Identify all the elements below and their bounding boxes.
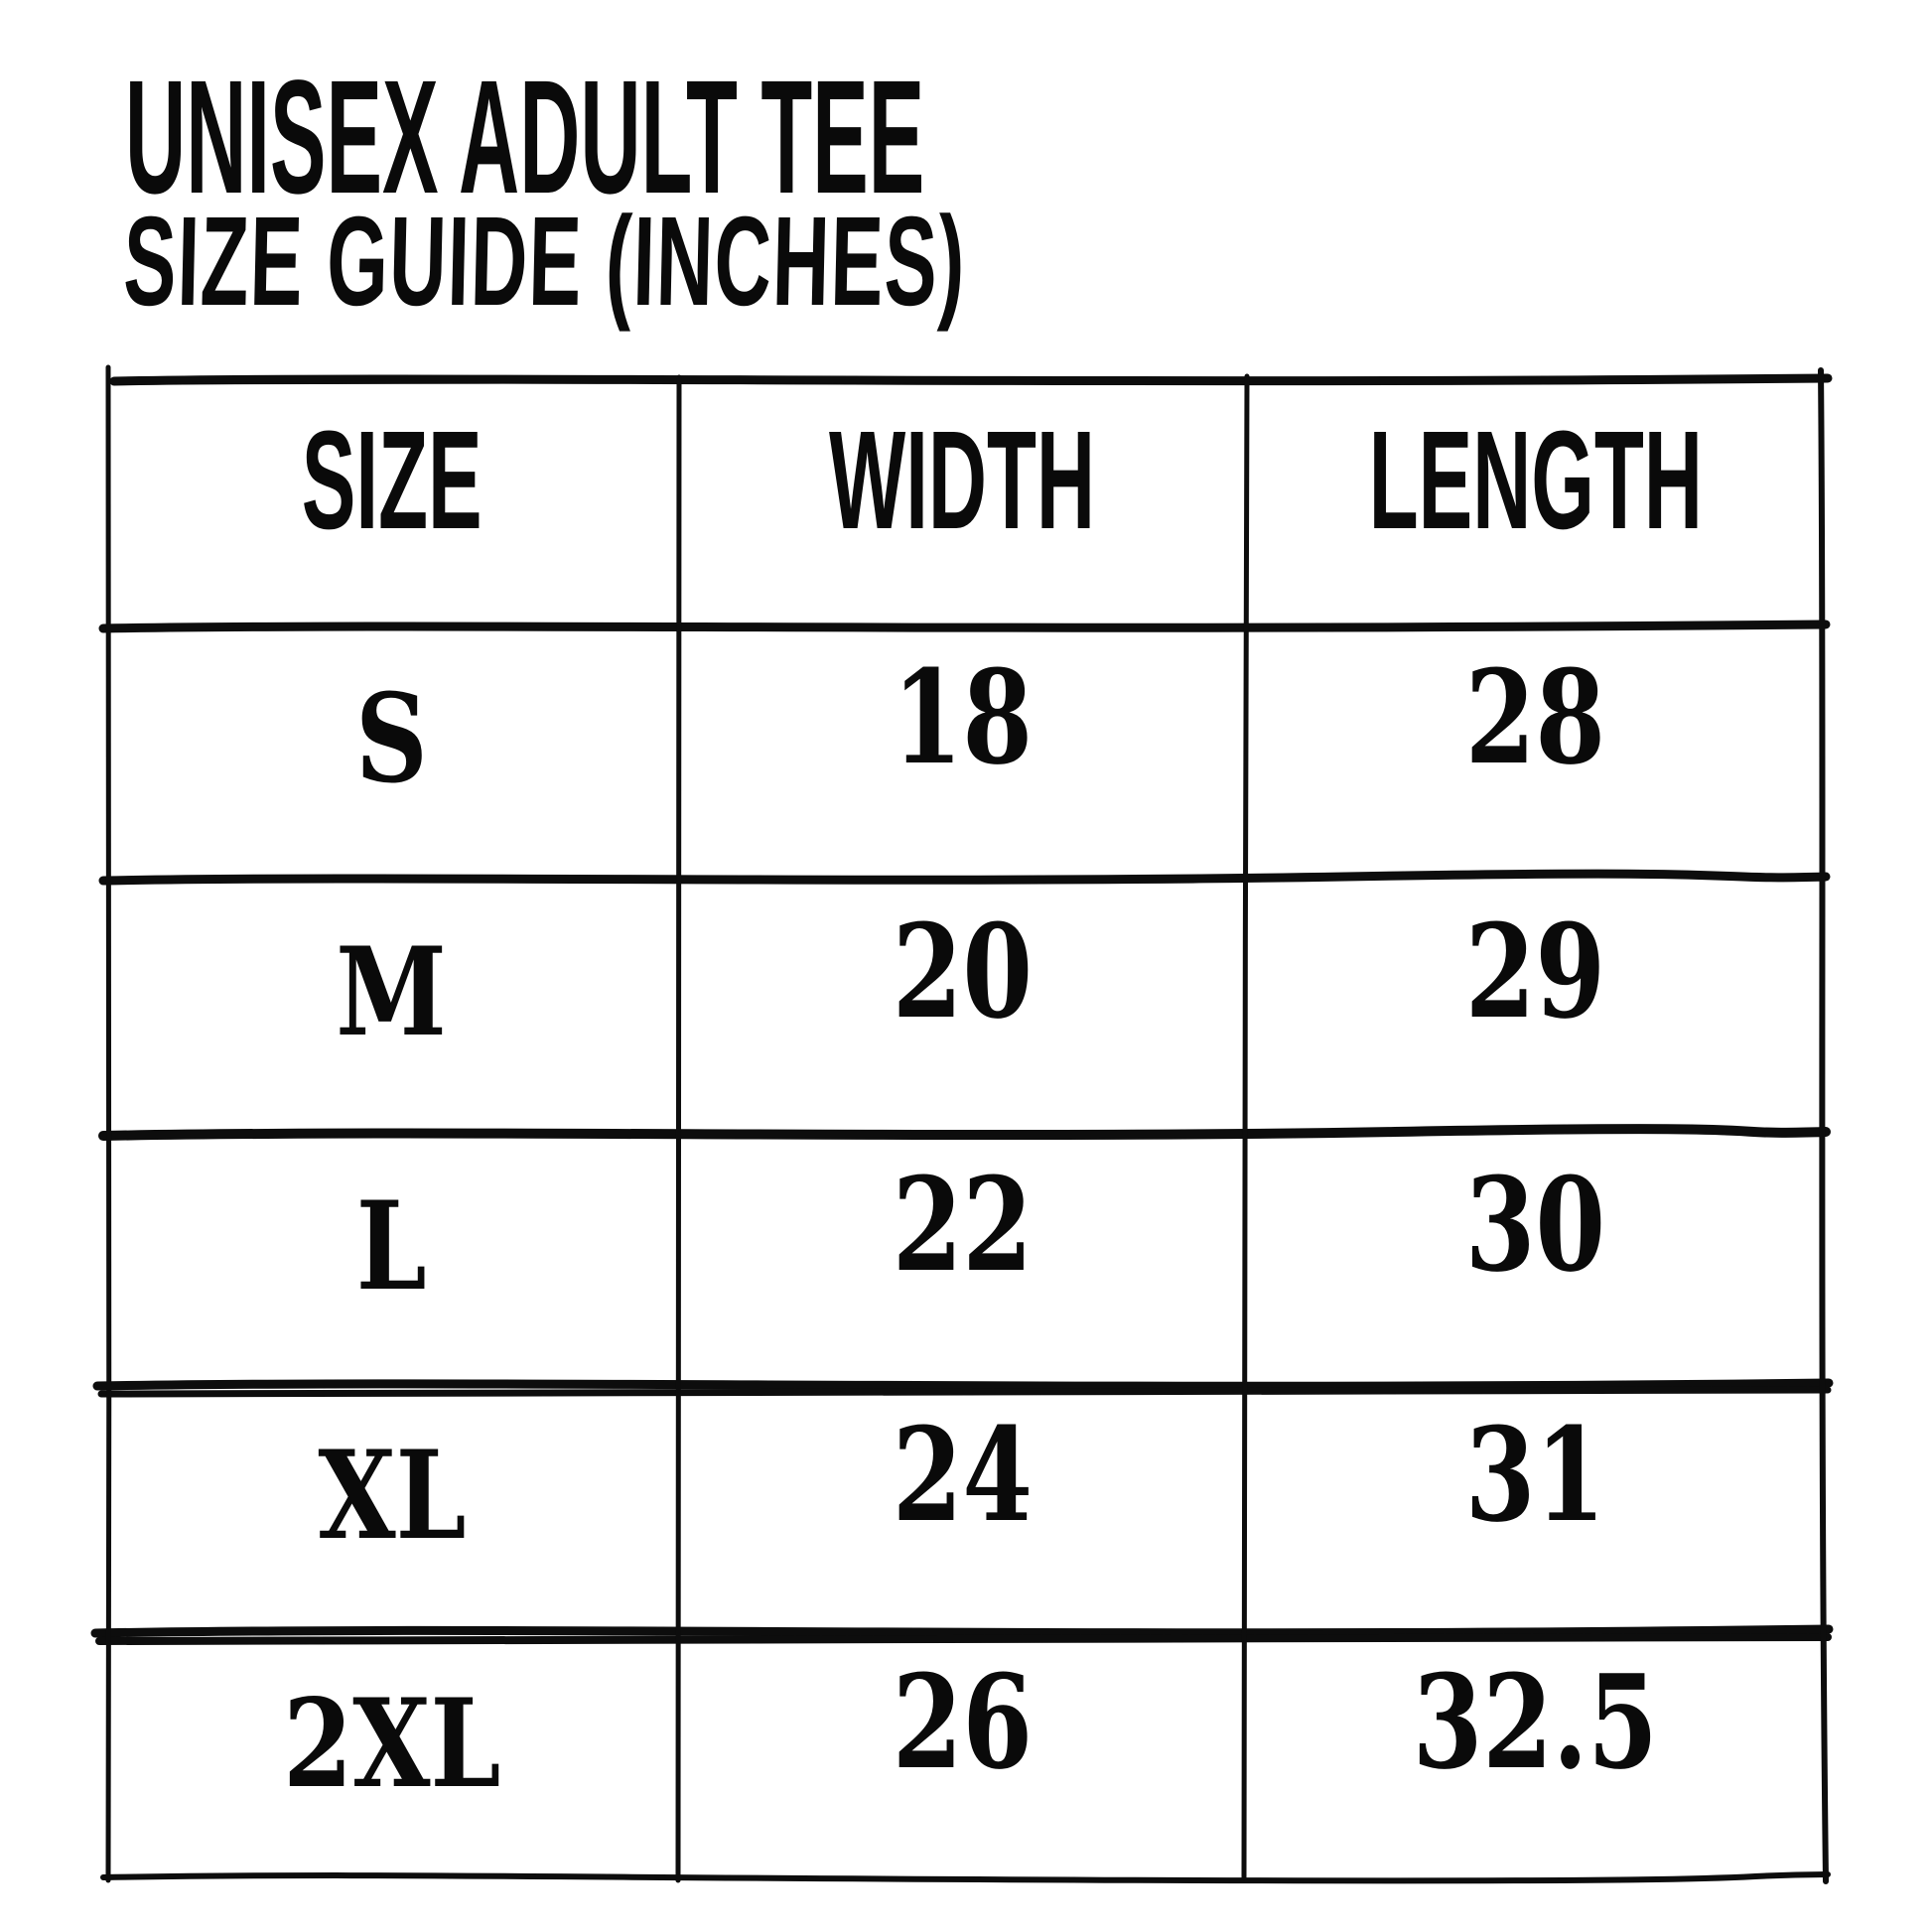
page-subtitle: SIZE GUIDE (INCHES) <box>122 191 968 333</box>
width-value: 24 <box>892 1398 1034 1551</box>
size-value: XL <box>317 1425 467 1568</box>
width-value: 18 <box>892 641 1034 793</box>
size-value: 2XL <box>282 1672 501 1816</box>
size-cell: L <box>104 1135 679 1387</box>
table-row-s: S 18 28 <box>104 627 1825 880</box>
table-row-2xl: 2XL 26 32.5 <box>104 1634 1825 1882</box>
width-cell: 20 <box>679 880 1246 1135</box>
length-cell: 31 <box>1246 1387 1825 1634</box>
length-value: 28 <box>1464 641 1606 793</box>
length-value: 32.5 <box>1413 1646 1658 1798</box>
length-cell: 28 <box>1246 627 1825 880</box>
table-row-m: M 20 29 <box>104 880 1825 1135</box>
length-value: 31 <box>1464 1398 1606 1551</box>
width-cell: 24 <box>679 1387 1246 1634</box>
size-cell: 2XL <box>104 1634 679 1882</box>
size-value: L <box>356 1174 427 1318</box>
length-value: 29 <box>1464 895 1606 1047</box>
width-cell: 22 <box>679 1135 1246 1387</box>
width-cell: 18 <box>679 627 1246 880</box>
size-value: S <box>355 667 428 811</box>
length-cell: 32.5 <box>1246 1634 1825 1882</box>
size-table: SIZE WIDTH LENGTH S 18 28 M <box>90 364 1834 1884</box>
length-value: 30 <box>1464 1149 1606 1301</box>
table-header-row: SIZE WIDTH LENGTH <box>104 375 1825 627</box>
size-cell: M <box>104 880 679 1135</box>
width-value: 20 <box>892 895 1034 1047</box>
column-header-length: LENGTH <box>1246 375 1825 627</box>
size-cell: S <box>104 627 679 880</box>
width-value: 22 <box>892 1149 1034 1301</box>
table-row-l: L 22 30 <box>104 1135 1825 1387</box>
length-cell: 29 <box>1246 880 1825 1135</box>
width-value: 26 <box>892 1646 1034 1798</box>
page-title: UNISEX ADULT TEE <box>125 46 925 227</box>
column-header-size-label: SIZE <box>301 400 483 558</box>
column-header-width: WIDTH <box>679 375 1246 627</box>
column-header-length-label: LENGTH <box>1368 400 1703 558</box>
size-value: M <box>336 921 448 1064</box>
width-cell: 26 <box>679 1634 1246 1882</box>
column-header-size: SIZE <box>104 375 679 627</box>
column-header-width-label: WIDTH <box>829 400 1096 558</box>
size-cell: XL <box>104 1387 679 1634</box>
table-row-xl: XL 24 31 <box>104 1387 1825 1634</box>
length-cell: 30 <box>1246 1135 1825 1387</box>
